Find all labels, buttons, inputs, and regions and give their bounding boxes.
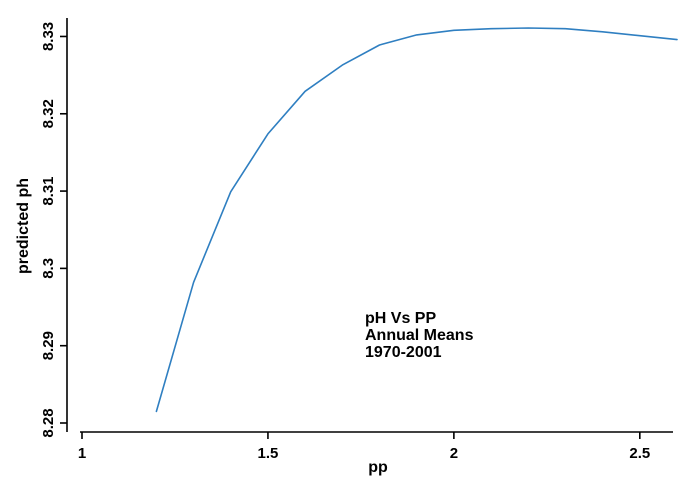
x-tick-label: 2	[450, 445, 458, 462]
annotation-line-1: pH Vs PP	[365, 310, 436, 327]
y-ticks: 8.28 8.29 8.3 8.31 8.32 8.33	[40, 22, 67, 438]
annotation-line-3: 1970-2001	[365, 344, 442, 361]
x-tick-label: 1	[78, 445, 86, 462]
x-tick-label: 2.5	[629, 445, 650, 462]
chart-annotation: pH Vs PP Annual Means 1970-2001	[365, 310, 474, 361]
y-tick-label: 8.33	[40, 22, 57, 51]
y-tick-label: 8.32	[40, 99, 57, 128]
x-tick-label: 1.5	[258, 445, 279, 462]
y-tick-label: 8.3	[40, 258, 57, 279]
y-axis-title: predicted ph	[15, 178, 32, 274]
x-ticks: 1 1.5 2 2.5	[78, 432, 650, 462]
x-axis-title: pp	[368, 459, 388, 476]
y-tick-label: 8.29	[40, 331, 57, 360]
axes	[67, 18, 673, 432]
y-tick-label: 8.31	[40, 176, 57, 205]
y-tick-label: 8.28	[40, 408, 57, 437]
annotation-line-2: Annual Means	[365, 327, 474, 344]
